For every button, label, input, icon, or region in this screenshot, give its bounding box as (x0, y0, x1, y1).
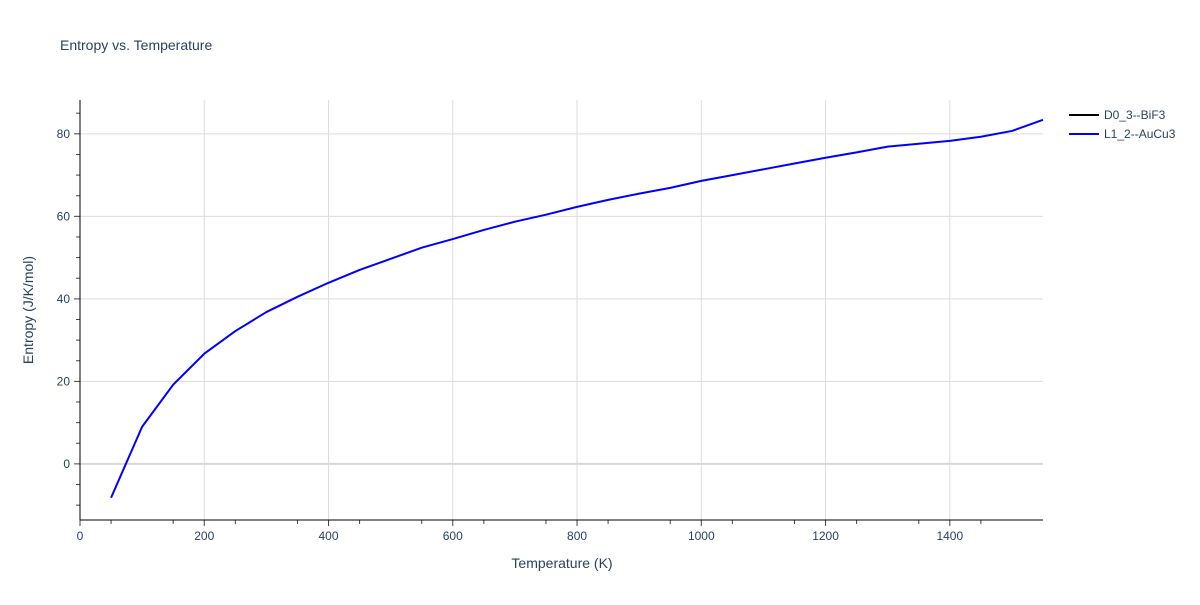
x-tick-label: 600 (443, 529, 463, 543)
legend-label: D0_3--BiF3 (1104, 108, 1166, 122)
x-tick-label: 200 (194, 529, 214, 543)
y-tick-label: 80 (57, 127, 71, 141)
y-tick-label: 60 (57, 209, 71, 223)
x-tick-label: 0 (77, 529, 84, 543)
x-tick-label: 1200 (812, 529, 839, 543)
x-tick-label: 1400 (936, 529, 963, 543)
x-tick-label: 800 (567, 529, 587, 543)
y-tick-label: 0 (63, 457, 70, 471)
legend-label: L1_2--AuCu3 (1104, 127, 1176, 141)
x-axis-label: Temperature (K) (511, 555, 612, 571)
y-tick-label: 40 (57, 292, 71, 306)
x-tick-label: 1000 (688, 529, 715, 543)
y-tick-label: 20 (57, 374, 71, 388)
x-tick-label: 400 (319, 529, 339, 543)
chart-title: Entropy vs. Temperature (60, 37, 212, 53)
y-axis-label: Entropy (J/K/mol) (20, 256, 36, 364)
series-line-L1_2--AuCu3 (110, 118, 1044, 499)
